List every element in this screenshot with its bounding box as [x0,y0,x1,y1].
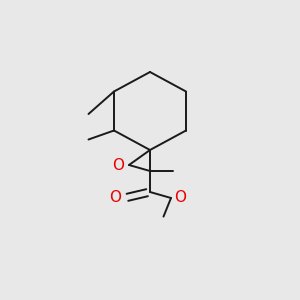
Text: O: O [175,190,187,206]
Text: O: O [112,158,124,172]
Text: O: O [110,190,122,206]
